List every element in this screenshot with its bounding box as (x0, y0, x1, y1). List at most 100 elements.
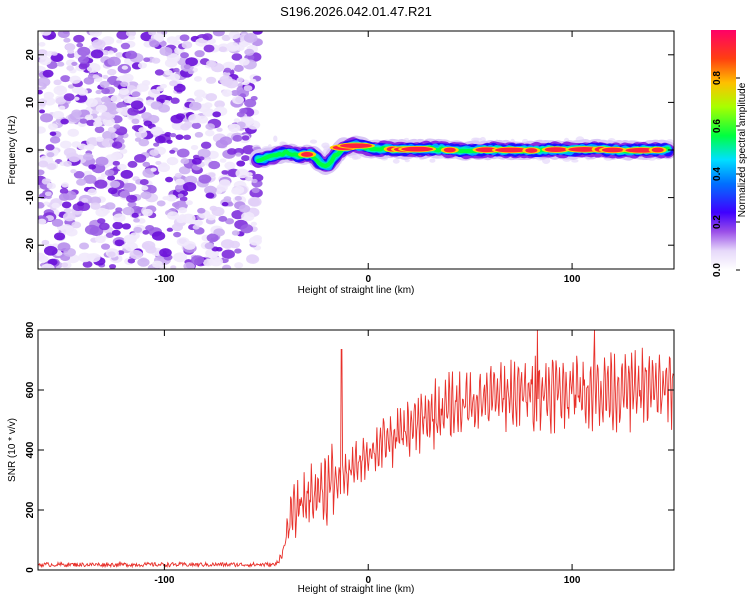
noise-blob (226, 201, 234, 207)
noise-blob (120, 81, 129, 87)
noise-blob (58, 105, 66, 111)
noise-blob (240, 224, 254, 234)
noise-blob (203, 102, 213, 109)
noise-blob (99, 80, 110, 88)
noise-blob (202, 33, 213, 41)
y-tick-label: 20 (25, 49, 36, 61)
noise-blob (204, 185, 217, 195)
noise-blob (212, 31, 225, 37)
noise-blob (78, 63, 88, 70)
noise-blob (84, 114, 94, 121)
noise-blob (100, 96, 111, 103)
noise-blob (159, 248, 172, 258)
noise-blob (180, 158, 190, 165)
noise-blob (204, 242, 215, 250)
noise-blob (162, 196, 169, 201)
x-tick-label: 0 (365, 274, 371, 285)
noise-blob (60, 224, 74, 234)
noise-blob (169, 73, 181, 81)
ridge-peak (544, 147, 567, 153)
noise-blob (473, 137, 483, 141)
noise-blob (39, 56, 52, 66)
noise-blob (51, 218, 64, 227)
noise-blob (82, 260, 93, 268)
noise-blob (166, 139, 173, 144)
noise-blob (219, 136, 233, 146)
noise-blob (94, 126, 105, 134)
noise-blob (233, 118, 241, 123)
noise-blob (225, 218, 235, 225)
noise-blob (189, 101, 202, 111)
noise-blob (143, 57, 151, 63)
noise-blob (143, 120, 153, 127)
noise-blob (60, 75, 71, 83)
spectrogram-x-label: Height of straight line (km) (298, 285, 415, 296)
noise-blob (107, 187, 118, 195)
spectrogram-y-label: Frequency (Hz) (7, 116, 18, 185)
noise-blob (38, 41, 46, 47)
noise-blob (219, 179, 231, 188)
noise-blob (188, 70, 195, 75)
noise-blob (91, 39, 106, 49)
noise-blob (166, 194, 177, 202)
noise-blob (404, 159, 410, 163)
noise-blob (66, 65, 74, 71)
noise-blob (228, 44, 237, 51)
noise-blob (71, 221, 82, 229)
y-tick-label: -10 (25, 190, 36, 205)
colorbar-tick-label: 0.2 (712, 215, 723, 229)
noise-blob (154, 135, 166, 144)
noise-blob (142, 161, 151, 167)
noise-blob (60, 140, 72, 149)
noise-blob (185, 57, 198, 67)
noise-blob (243, 33, 258, 43)
noise-blob (44, 191, 52, 197)
noise-blob (79, 242, 90, 250)
noise-blob (63, 207, 72, 213)
noise-blob (183, 64, 191, 70)
noise-blob (205, 93, 218, 102)
noise-blob (141, 242, 151, 249)
noise-blob (429, 158, 436, 163)
noise-blob (74, 93, 88, 103)
noise-blob (219, 75, 233, 85)
noise-blob (193, 89, 206, 98)
noise-blob (309, 139, 318, 144)
noise-blob (235, 152, 242, 157)
noise-blob (194, 219, 203, 226)
noise-blob (56, 85, 66, 92)
noise-blob (67, 128, 79, 137)
noise-blob (38, 160, 49, 168)
noise-blob (178, 207, 188, 214)
noise-blob (121, 244, 129, 249)
noise-blob (102, 117, 115, 127)
x-tick-label: 100 (564, 575, 581, 586)
noise-blob (90, 202, 101, 210)
noise-blob (249, 78, 257, 84)
noise-blob (183, 262, 195, 269)
noise-blob (38, 148, 43, 154)
noise-blob (191, 255, 205, 265)
noise-blob (173, 83, 186, 93)
ridge-peak (475, 147, 498, 153)
noise-blob (233, 64, 244, 72)
noise-blob (116, 39, 123, 44)
noise-blob (248, 236, 262, 246)
noise-blob (105, 232, 114, 238)
noise-blob (231, 187, 242, 195)
noise-blob (77, 143, 88, 150)
noise-blob (73, 170, 85, 179)
ridge (249, 135, 674, 175)
noise-blob (166, 36, 178, 44)
noise-blob (115, 207, 123, 213)
noise-blob (77, 55, 89, 64)
noise-blob (131, 212, 139, 218)
noise-blob (45, 144, 55, 151)
noise-blob (129, 249, 143, 260)
noise-blob (140, 191, 152, 200)
y-tick-label: 800 (25, 321, 36, 338)
noise-blob (229, 240, 241, 249)
noise-blob (90, 49, 104, 59)
